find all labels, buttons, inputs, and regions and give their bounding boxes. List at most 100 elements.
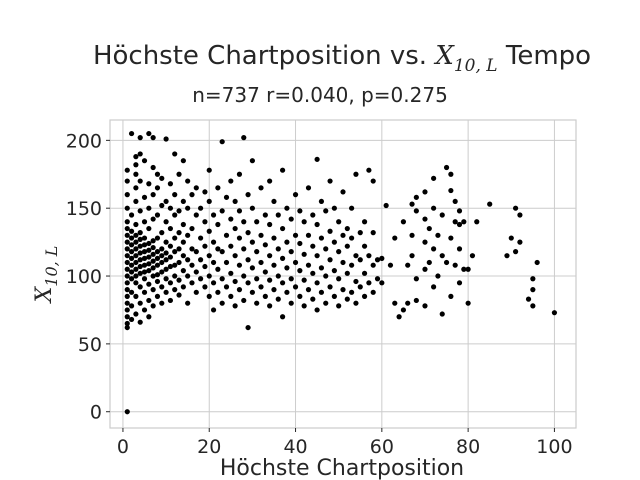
data-point (202, 263, 208, 270)
data-point (245, 280, 251, 286)
data-point (198, 205, 204, 211)
chart-title-math: X (433, 41, 455, 71)
data-point (349, 235, 355, 241)
data-point (456, 208, 463, 214)
data-point (133, 259, 139, 266)
data-point (133, 154, 139, 160)
data-point (245, 257, 251, 263)
data-point (223, 284, 230, 290)
data-point (439, 253, 445, 259)
data-point (128, 249, 135, 255)
data-point (370, 230, 376, 236)
data-point (409, 201, 415, 207)
data-point (185, 178, 191, 184)
data-point (124, 287, 130, 293)
data-point (422, 216, 428, 222)
data-point (426, 225, 432, 232)
data-point (150, 265, 156, 271)
data-point (133, 293, 139, 299)
data-point (258, 259, 264, 266)
data-point (154, 171, 161, 177)
data-point (431, 175, 437, 181)
data-point (344, 296, 350, 302)
data-point (292, 232, 299, 238)
data-point (435, 232, 441, 238)
data-point (228, 270, 234, 276)
data-point (361, 219, 368, 225)
plot-frame (109, 119, 577, 429)
data-point (124, 253, 130, 259)
data-point (189, 262, 195, 268)
data-point (172, 151, 178, 157)
data-point (340, 232, 346, 238)
data-point (202, 219, 208, 225)
data-point (435, 273, 441, 279)
data-point (327, 228, 333, 234)
data-point (413, 297, 419, 304)
data-point (422, 189, 428, 195)
data-point (465, 266, 471, 272)
data-point (284, 205, 290, 211)
data-point (189, 246, 195, 252)
data-point (279, 314, 286, 320)
data-point (210, 239, 217, 245)
data-point (456, 221, 463, 228)
data-point (193, 289, 199, 295)
data-point (422, 266, 428, 272)
data-point (133, 162, 139, 168)
x-tick-label: 60 (370, 436, 394, 458)
data-point (124, 314, 130, 320)
data-point (206, 253, 212, 259)
data-point (124, 409, 130, 415)
data-point (258, 284, 264, 290)
data-point (124, 178, 130, 184)
data-point (232, 198, 238, 205)
data-point (392, 235, 398, 241)
y-axis-label-math-sub: 10, L (42, 246, 61, 287)
data-point (185, 232, 191, 238)
data-point (517, 212, 523, 218)
data-point (154, 272, 161, 278)
data-point (172, 192, 178, 198)
data-point (167, 263, 174, 270)
data-point (357, 257, 363, 263)
data-point (128, 130, 135, 137)
data-point (154, 212, 161, 218)
data-point (219, 249, 225, 255)
data-point (146, 130, 152, 137)
data-point (206, 167, 212, 173)
data-point (292, 192, 299, 198)
chart-title-prefix: Höchste Chartposition vs. (93, 41, 435, 71)
data-point (305, 232, 312, 238)
data-point (124, 324, 130, 331)
data-point (128, 316, 135, 323)
data-point (236, 208, 243, 214)
data-point (551, 310, 558, 316)
data-point (176, 171, 182, 177)
data-point (141, 219, 148, 225)
data-point (172, 273, 178, 279)
data-point (288, 300, 294, 306)
data-point (133, 171, 139, 177)
data-point (236, 287, 243, 293)
data-point (236, 235, 243, 241)
data-point (297, 293, 303, 299)
data-point (167, 205, 174, 211)
data-point (474, 219, 480, 225)
data-point (189, 192, 195, 198)
data-point (267, 303, 273, 309)
data-point (128, 262, 135, 268)
data-point (301, 303, 307, 309)
x-tick-label: 80 (456, 436, 480, 458)
data-point (219, 139, 225, 145)
data-point (336, 219, 342, 225)
data-point (185, 273, 191, 279)
data-point (128, 228, 135, 234)
data-point (198, 235, 204, 241)
data-point (413, 276, 419, 282)
data-point (405, 262, 411, 268)
data-point (128, 255, 135, 261)
data-point (133, 246, 139, 252)
data-point (154, 293, 161, 299)
data-point (413, 208, 419, 214)
